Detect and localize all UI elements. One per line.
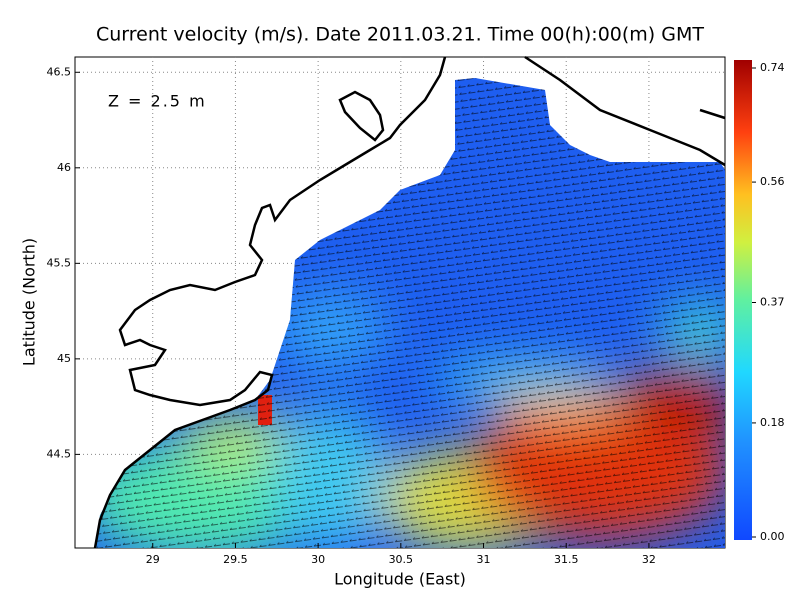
x-tick-label: 30 xyxy=(311,553,325,566)
title: Current velocity (m/s). Date 2011.03.21.… xyxy=(96,24,704,46)
y-tick-label: 46.5 xyxy=(47,65,72,78)
colorbar-tick-label: 0.37 xyxy=(760,296,785,309)
colorbar-tick-label: 0.74 xyxy=(760,61,785,74)
y-axis-label: Latitude (North) xyxy=(20,238,39,366)
y-tick-label: 45 xyxy=(57,352,71,365)
x-tick-label: 31.5 xyxy=(554,553,579,566)
colorbar-tick-label: 0.56 xyxy=(760,175,785,188)
colorbar xyxy=(734,60,752,540)
x-tick-label: 32 xyxy=(642,553,656,566)
x-tick-label: 29.5 xyxy=(223,553,248,566)
y-tick-label: 44.5 xyxy=(47,447,72,460)
x-axis-label: Longitude (East) xyxy=(334,570,466,589)
depth-annotation: Z = 2.5 m xyxy=(108,92,207,111)
y-tick-label: 46 xyxy=(57,161,71,174)
coastline xyxy=(93,55,726,549)
colorbar-tick-label: 0.18 xyxy=(760,416,785,429)
x-tick-label: 31 xyxy=(477,553,491,566)
colorbar-tick-label: 0.00 xyxy=(760,530,785,543)
x-tick-label: 30.5 xyxy=(389,553,414,566)
y-tick-label: 45.5 xyxy=(47,256,72,269)
axes: 29 29.5 30 30.5 31 31.5 32 44.5 45 45.5 46 46.5 0.00… xyxy=(47,61,785,566)
x-tick-label: 29 xyxy=(146,553,160,566)
